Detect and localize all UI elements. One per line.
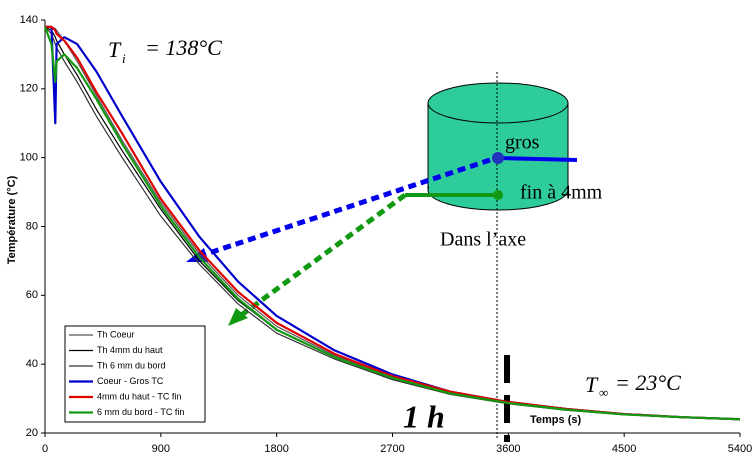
y-tick-label: 60 — [26, 289, 38, 301]
tinf-sub: ∞ — [599, 385, 608, 400]
y-tick-label: 100 — [20, 152, 38, 164]
ti-symbol: T — [108, 37, 122, 62]
x-tick-label: 900 — [152, 443, 170, 455]
y-tick-label: 120 — [20, 83, 38, 95]
x-tick-label: 4500 — [612, 443, 636, 455]
hour-label: 1 h — [403, 398, 445, 434]
tinf-value: = 23°C — [615, 370, 681, 395]
ti-value: = 138°C — [145, 35, 222, 60]
x-tick-label: 0 — [42, 443, 48, 455]
legend-label: Coeur - Gros TC — [97, 376, 164, 386]
y-tick-label: 140 — [20, 14, 38, 26]
cylinder-top — [427, 82, 569, 124]
x-tick-label: 5400 — [728, 443, 752, 455]
legend-box — [64, 325, 206, 423]
gros-dot — [492, 152, 504, 164]
green-arrowhead — [228, 308, 248, 326]
y-tick-label: 40 — [26, 358, 38, 370]
x-tick-label: 1800 — [264, 443, 288, 455]
x-axis-label: Temps (s) — [530, 414, 581, 426]
y-tick-label: 20 — [26, 427, 38, 439]
fin-dot — [493, 190, 503, 200]
series-line — [43, 26, 741, 421]
legend-label: 4mm du haut - TC fin — [97, 391, 181, 401]
y-tick-label: 80 — [26, 220, 38, 232]
y-axis-label: Température (°C) — [6, 175, 18, 264]
legend-label: 6 mm du bord - TC fin — [97, 407, 184, 417]
blue-arrow — [199, 157, 491, 259]
legend-label: Th 4mm du haut — [97, 345, 163, 355]
cylinder-diagram — [186, 72, 578, 442]
tinf-symbol: T — [585, 372, 599, 397]
gros-probe — [497, 156, 578, 162]
x-tick-label: 2700 — [380, 443, 404, 455]
axe-label: Dans l’axe — [440, 229, 526, 251]
legend-label: Th 6 mm du bord — [97, 360, 166, 370]
gros-label: gros — [505, 132, 540, 154]
legend-label: Th Coeur — [97, 329, 135, 339]
fin-label: fin à 4mm — [520, 182, 603, 204]
x-tick-label: 3600 — [496, 443, 520, 455]
green-arrow — [238, 192, 407, 319]
ti-sub: i — [122, 51, 126, 66]
